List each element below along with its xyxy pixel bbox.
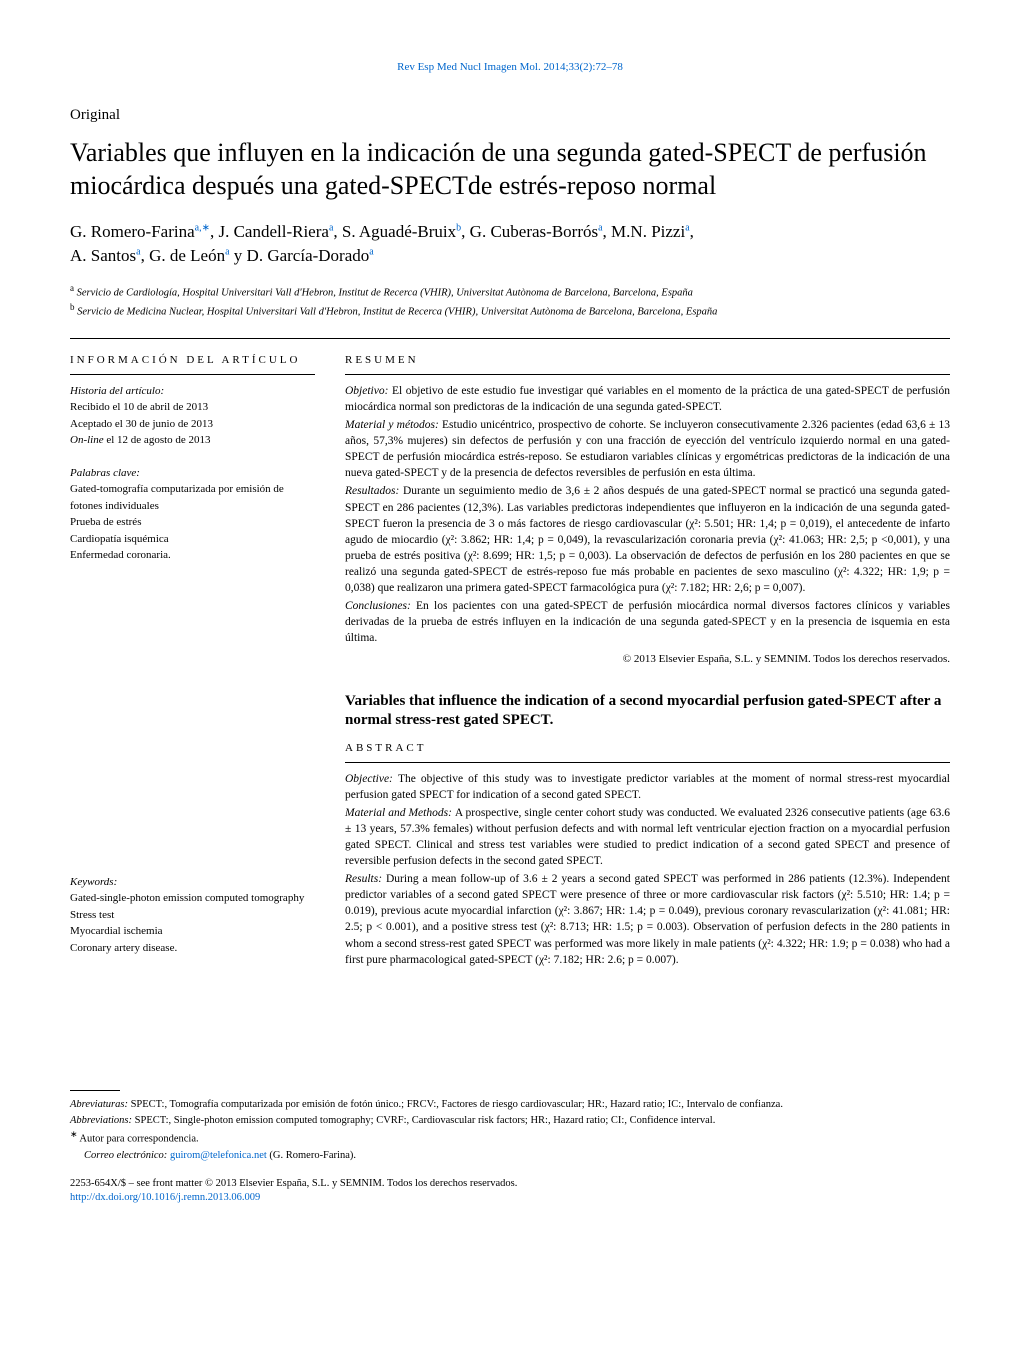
pk-3: Cardiopatía isquémica [70,531,315,548]
kw-2: Stress test [70,907,315,924]
abs-obj: The objective of this study was to inves… [345,773,950,801]
abs-mat-label: Material and Methods: [345,807,455,819]
article-title: Variables que influyen en la indicación … [70,137,950,202]
history-received: Recibido el 10 de abril de 2013 [70,399,315,416]
abbr-es-label: Abreviaturas: [70,1099,131,1110]
corr-text: Autor para correspondencia. [77,1134,198,1145]
res-con: En los pacientes con una gated-SPECT de … [345,600,950,644]
affil-b: Servicio de Medicina Nuclear, Hospital U… [75,306,718,317]
keywords-label: Keywords: [70,874,315,891]
res-obj: El objetivo de este estudio fue investig… [345,385,950,413]
email-link[interactable]: guirom@telefonica.net [170,1150,267,1161]
resumen-heading: resumen [345,353,950,368]
divider-top [70,338,950,339]
res-obj-label: Objetivo: [345,385,392,397]
abstract-heading: abstract [345,741,950,756]
resumen-divider [345,374,950,375]
history-online: On-line el 12 de agosto de 2013 [70,432,315,449]
res-res-label: Resultados: [345,485,403,497]
email-label: Correo electrónico: [84,1150,170,1161]
author-7: , G. de León [141,246,226,265]
article-type: Original [70,105,950,125]
authors-block: G. Romero-Farinaa,∗, J. Candell-Rieraa, … [70,220,950,268]
abbr-es: SPECT:, Tomografía computarizada por emi… [131,1099,783,1110]
kw-4: Coronary artery disease. [70,940,315,957]
resumen-text: Objetivo: El objetivo de este estudio fu… [345,383,950,668]
author-8-sup: a [369,246,373,257]
author-6: A. Santos [70,246,136,265]
res-res: Durante un seguimiento medio de 3,6 ± 2 … [345,485,950,594]
pk-4: Enfermedad coronaria. [70,547,315,564]
keywords-block: Keywords: Gated-single-photon emission c… [70,874,315,957]
kw-3: Myocardial ischemia [70,923,315,940]
doi-link[interactable]: http://dx.doi.org/10.1016/j.remn.2013.06… [70,1192,260,1203]
affil-a: Servicio de Cardiología, Hospital Univer… [74,287,693,298]
abstract-text: Objective: The objective of this study w… [345,771,950,968]
history-label: Historia del artículo: [70,383,315,400]
info-heading: información del artículo [70,353,315,368]
abs-res-label: Results: [345,873,386,885]
abs-obj-label: Objective: [345,773,398,785]
author-8: y D. García-Dorado [230,246,370,265]
author-5: , M.N. Pizzi [603,222,686,241]
resumen-copyright: © 2013 Elsevier España, S.L. y SEMNIM. T… [345,652,950,667]
author-1: G. Romero-Farina [70,222,195,241]
english-title: Variables that influence the indication … [345,692,950,731]
abs-res: During a mean follow-up of 3.6 ± 2 years… [345,873,950,965]
abstract-divider [345,762,950,763]
footer: Abreviaturas: SPECT:, Tomografía computa… [70,1090,950,1164]
email-after: (G. Romero-Farina). [267,1150,356,1161]
pk-1: Gated-tomografía computarizada por emisi… [70,481,315,514]
author-5-sup: a [685,222,689,233]
palabras-clave-block: Palabras clave: Gated-tomografía computa… [70,465,315,564]
author-1-sup: a,∗ [195,222,210,233]
pk-2: Prueba de estrés [70,514,315,531]
issn-line: 2253-654X/$ – see front matter © 2013 El… [70,1177,950,1191]
author-3: , S. Aguadé-Bruix [333,222,456,241]
res-mat-label: Material y métodos: [345,419,442,431]
footnote-divider [70,1090,120,1091]
author-2: , J. Candell-Riera [210,222,329,241]
author-4: , G. Cuberas-Borrós [461,222,598,241]
article-history: Historia del artículo: Recibido el 10 de… [70,374,315,449]
abbr-en-label: Abbreviations: [70,1115,135,1126]
palabras-label: Palabras clave: [70,465,315,482]
bottom-meta: 2253-654X/$ – see front matter © 2013 El… [70,1177,950,1205]
abbr-en: SPECT:, Single-photon emission computed … [135,1115,716,1126]
header-citation: Rev Esp Med Nucl Imagen Mol. 2014;33(2):… [70,60,950,75]
res-con-label: Conclusiones: [345,600,416,612]
affiliations: a Servicio de Cardiología, Hospital Univ… [70,282,950,320]
kw-1: Gated-single-photon emission computed to… [70,890,315,907]
history-accepted: Aceptado el 30 de junio de 2013 [70,416,315,433]
